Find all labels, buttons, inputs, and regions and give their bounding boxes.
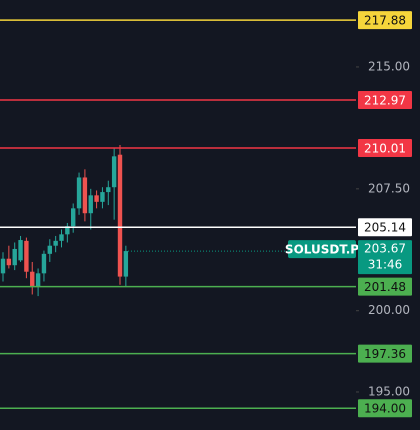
candle-body	[12, 248, 17, 266]
candle-body	[53, 240, 58, 246]
candle-body	[47, 245, 52, 254]
symbol-box	[288, 240, 356, 259]
last-price-label: 203.67	[364, 242, 406, 256]
candle-body	[35, 273, 41, 287]
level-label: 201.48	[364, 280, 406, 294]
candle-body	[82, 177, 88, 214]
level-label-box	[358, 344, 412, 363]
candle-body	[65, 226, 70, 235]
candle-body	[71, 208, 76, 227]
y-tick-label: 215.00	[368, 59, 410, 73]
candle-body	[0, 258, 6, 274]
level-label: 217.88	[364, 14, 406, 28]
candle-body	[76, 177, 82, 209]
last-price-box	[358, 240, 412, 275]
candle-body	[111, 156, 117, 188]
candle-body	[59, 234, 64, 241]
countdown-label: 31:46	[368, 258, 403, 272]
candle-body	[94, 195, 99, 202]
level-label-box	[358, 277, 412, 296]
level-label: 197.36	[364, 347, 406, 361]
level-label: 210.01	[364, 142, 406, 156]
level-label-box	[358, 90, 412, 109]
y-tick-label: 195.00	[368, 384, 410, 398]
level-label-box	[358, 11, 412, 30]
level-label: 212.97	[364, 93, 406, 107]
candle-body	[6, 258, 12, 266]
candle-body	[100, 192, 105, 202]
candle-body	[30, 271, 35, 287]
symbol-label: SOLUSDT.P	[285, 243, 359, 257]
candle-body	[18, 240, 23, 261]
level-label: 194.00	[364, 402, 406, 416]
level-label-box	[358, 218, 412, 237]
y-tick-label: 200.00	[368, 303, 410, 317]
candle-body	[41, 253, 47, 274]
candle-body	[123, 251, 129, 277]
candle-body	[88, 195, 93, 214]
level-label-box	[358, 139, 412, 158]
candle-body	[117, 154, 123, 277]
level-label-box	[358, 399, 412, 418]
candle-body	[106, 187, 111, 193]
candle-body	[24, 240, 29, 272]
y-tick-label: 207.50	[368, 181, 410, 195]
level-label: 205.14	[364, 221, 406, 235]
